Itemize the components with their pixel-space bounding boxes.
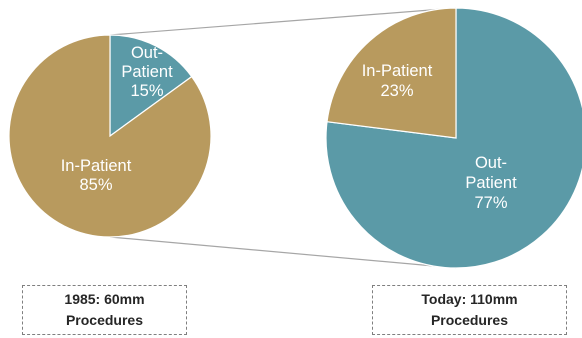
- pie-1985-slice-0: [109, 34, 193, 138]
- caption-today-line1: Today: 110mm: [421, 291, 518, 307]
- caption-1985-line1: 1985: 60mm: [64, 291, 145, 307]
- caption-box-today: Today: 110mm Procedures: [372, 285, 567, 335]
- connector-lines: [109, 7, 457, 269]
- connector-line-bottom: [109, 236, 457, 269]
- caption-today-line2: Procedures: [430, 312, 509, 328]
- caption-box-1985: 1985: 60mm Procedures: [22, 285, 187, 335]
- pie-today-slice-1: [326, 7, 457, 139]
- pie-1985-slice-1-label: In-Patient 85%: [61, 157, 132, 194]
- connector-line-top: [109, 7, 457, 36]
- pie-today-slice-1-label: In-Patient 23%: [362, 62, 433, 100]
- pie-chart-1985: Out-Patient 15% In-Patient 85%: [8, 34, 212, 238]
- pie-1985-slice-0-label: Out-Patient 15%: [121, 44, 173, 100]
- pie-today-slice-0-label: Out-Patient 77%: [465, 154, 517, 212]
- caption-today: Today: 110mm Procedures: [421, 289, 517, 331]
- caption-1985-line2: Procedures: [65, 312, 144, 328]
- pie-chart-today: Out-Patient 77% In-Patient 23%: [325, 7, 582, 269]
- pie-1985-slice-1: [8, 34, 212, 238]
- caption-1985: 1985: 60mm Procedures: [64, 289, 144, 331]
